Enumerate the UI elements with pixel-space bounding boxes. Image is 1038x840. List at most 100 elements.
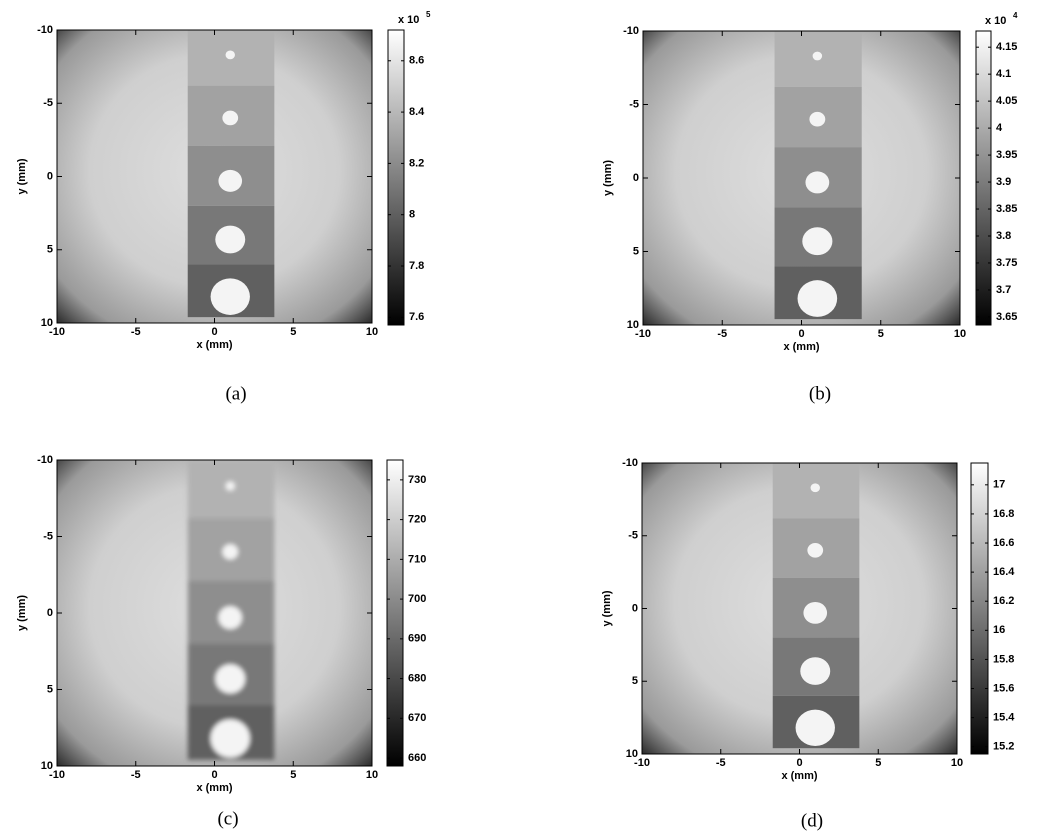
caption: (b) [809,383,831,404]
y-tick-label: 5 [47,683,53,695]
colorbar-tick-label: 15.6 [993,682,1014,694]
x-axis-label: x (mm) [783,341,819,353]
colorbar-tick-label: 4.1 [996,68,1011,80]
colorbar [386,459,404,767]
colorbar-tick-label: 3.65 [996,311,1017,323]
y-tick-label: 0 [47,607,53,619]
x-tick-label: 10 [366,326,378,338]
colorbar-tick-label: 710 [408,553,426,565]
y-tick-label: 10 [626,748,638,760]
colorbar-multiplier: x 10 [985,15,1006,27]
y-tick-label: -10 [622,457,638,469]
phantom-insert [215,664,246,694]
y-tick-label: -5 [629,98,639,110]
x-tick-label: 0 [211,326,217,338]
y-tick-label: 10 [41,317,53,329]
phantom-insert [210,278,250,315]
y-axis-label: y (mm) [602,160,614,196]
y-tick-label: 0 [47,170,53,182]
colorbar-tick-label: 16.8 [993,508,1014,520]
phantom-insert [218,606,243,630]
colorbar-tick-label: 15.8 [993,653,1014,665]
y-axis-label: y (mm) [16,158,28,194]
colorbar-tick-label: 8.2 [409,157,424,169]
x-tick-label: 5 [878,328,884,340]
colorbar-tick-label: 16.2 [993,595,1014,607]
phantom [187,30,275,318]
image [643,31,960,325]
y-tick-label: -5 [43,97,53,109]
y-tick-label: -5 [43,530,53,542]
y-tick-label: -10 [37,454,53,466]
phantom-insert [809,111,826,127]
phantom-insert [795,709,835,746]
caption: (a) [225,383,246,404]
x-tick-label: -5 [131,769,141,781]
phantom-insert [218,169,243,192]
colorbar-tick-label: 670 [408,712,426,724]
colorbar-tick-label: 3.75 [996,257,1017,269]
image [57,460,372,766]
y-tick-label: 10 [41,760,53,772]
phantom-insert [802,227,833,256]
phantom-insert [225,481,235,491]
x-tick-label: 5 [875,757,881,769]
phantom-insert [805,171,830,194]
colorbar-tick-label: 16.4 [993,566,1015,578]
colorbar-tick-label: 3.95 [996,149,1017,161]
x-axis-label: x (mm) [196,339,232,351]
x-tick-label: -5 [716,757,726,769]
x-axis-label: x (mm) [781,770,817,782]
colorbar-tick-label: 660 [408,752,426,764]
colorbar-tick-label: 15.4 [993,712,1015,724]
phantom-insert [222,110,239,126]
x-tick-label: -10 [635,328,651,340]
phantom-insert [797,280,838,317]
x-tick-label: 10 [954,328,966,340]
colorbar-tick-label: 16.6 [993,537,1014,549]
x-tick-label: 10 [951,757,963,769]
phantom-insert [812,51,823,61]
colorbar-tick-label: 8.6 [409,55,424,67]
colorbar [970,462,989,755]
colorbar-exponent: 4 [1013,11,1018,20]
colorbar-tick-label: 3.7 [996,284,1011,296]
caption: (d) [801,810,823,831]
y-tick-label: 5 [47,244,53,256]
phantom-insert [803,601,828,624]
colorbar-tick-label: 8.4 [409,106,425,118]
phantom [187,460,275,760]
colorbar-tick-label: 720 [408,514,426,526]
x-tick-label: 0 [211,769,217,781]
colorbar-tick-label: 3.8 [996,230,1011,242]
y-tick-label: 0 [633,172,639,184]
colorbar-tick-label: 4.15 [996,41,1017,53]
x-tick-label: -5 [717,328,727,340]
phantom-insert [225,50,235,60]
x-tick-label: 0 [798,328,804,340]
x-tick-label: -10 [49,769,65,781]
colorbar-tick-label: 4 [996,122,1003,134]
colorbar-tick-label: 700 [408,593,426,605]
y-tick-label: 5 [633,245,639,257]
colorbar-tick-label: 15.2 [993,741,1014,753]
y-axis-label: y (mm) [601,590,613,626]
x-tick-label: 10 [366,769,378,781]
x-axis-label: x (mm) [196,782,232,794]
colorbar-tick-label: 4.05 [996,95,1017,107]
colorbar-tick-label: 17 [993,479,1005,491]
colorbar-tick-label: 16 [993,624,1005,636]
y-tick-label: -10 [37,24,53,36]
colorbar-tick-label: 3.85 [996,203,1017,215]
image [642,463,957,754]
colorbar [975,30,992,326]
colorbar-multiplier: x 10 [398,14,419,26]
y-axis-label: y (mm) [16,595,28,631]
colorbar-tick-label: 7.8 [409,260,424,272]
phantom [774,31,862,320]
colorbar [387,29,405,326]
x-tick-label: 5 [290,769,296,781]
x-tick-label: -10 [49,326,65,338]
colorbar-tick-label: 680 [408,672,426,684]
colorbar-tick-label: 730 [408,474,426,486]
